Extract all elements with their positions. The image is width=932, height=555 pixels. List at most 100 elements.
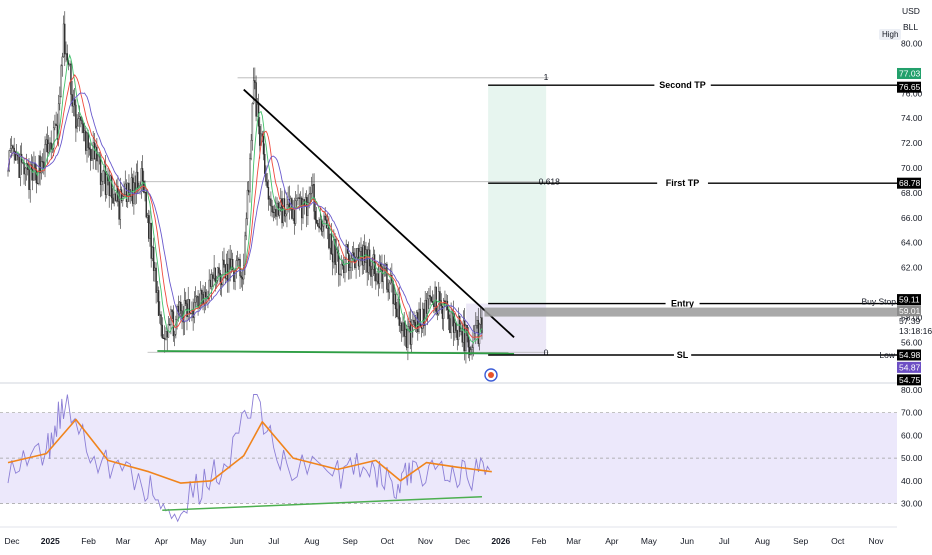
- candle: [322, 225, 324, 232]
- ma-mid-line: [7, 74, 483, 339]
- fib-label-1: 1: [544, 72, 549, 82]
- price-tick: 62.00: [901, 263, 923, 273]
- candle: [80, 116, 82, 121]
- candle: [118, 201, 120, 220]
- tag-countdown: 13:18:16: [899, 326, 932, 336]
- candle: [250, 140, 252, 159]
- time-tick: Nov: [868, 536, 884, 546]
- candle: [148, 215, 150, 239]
- buy-stop-band[interactable]: [484, 307, 897, 317]
- candle: [341, 263, 344, 266]
- price-tick: 76.00: [901, 88, 923, 98]
- candle: [23, 162, 25, 175]
- time-tick: Sep: [793, 536, 808, 546]
- tag-entry-bg: [897, 294, 921, 306]
- candle: [297, 197, 299, 199]
- candle: [438, 291, 440, 315]
- candle: [481, 317, 483, 334]
- candle: [82, 123, 84, 133]
- candle: [213, 267, 215, 279]
- candle: [383, 267, 386, 270]
- candle: [461, 328, 463, 343]
- time-tick: Oct: [381, 536, 395, 546]
- candle: [431, 301, 434, 303]
- candle: [151, 247, 154, 259]
- candle: [467, 335, 470, 348]
- candle: [272, 211, 275, 213]
- tag-second-tp-bg: [897, 81, 921, 93]
- candle: [393, 294, 396, 305]
- time-tick: Jul: [268, 536, 279, 546]
- rsi-support-line[interactable]: [162, 495, 482, 512]
- candle: [238, 258, 240, 261]
- candle: [454, 322, 456, 333]
- candle: [171, 309, 173, 312]
- time-tick: Aug: [755, 536, 770, 546]
- price-tick: 56.00: [901, 337, 923, 347]
- candle: [339, 273, 341, 276]
- candle: [140, 168, 143, 186]
- candle: [187, 299, 189, 317]
- candle: [314, 211, 317, 221]
- tag-second-tp-top: 77.03: [899, 68, 921, 78]
- candle: [144, 191, 146, 194]
- candle: [241, 277, 244, 280]
- candle: [308, 193, 310, 203]
- tag-second-tp-top-bg: [897, 67, 921, 79]
- time-tick: Jun: [680, 536, 694, 546]
- candle: [219, 272, 221, 283]
- ma-slow-line: [7, 92, 483, 335]
- candle: [293, 209, 296, 224]
- rsi-ma-line: [7, 418, 492, 484]
- candle: [125, 183, 128, 202]
- rsi-tick: 80.00: [901, 385, 923, 395]
- candle: [120, 189, 123, 202]
- price-tick: 80.00: [901, 39, 923, 49]
- candle: [252, 80, 255, 104]
- candle: [296, 198, 298, 201]
- ma-fast-line: [7, 53, 483, 344]
- symbol-label[interactable]: BLL: [903, 22, 919, 32]
- candle: [402, 322, 404, 331]
- candle: [93, 142, 96, 159]
- candle: [357, 248, 360, 267]
- candle: [278, 207, 281, 216]
- candle: [62, 23, 65, 58]
- support-line[interactable]: [157, 350, 515, 355]
- candle: [159, 314, 161, 316]
- candle: [443, 300, 445, 319]
- candle: [71, 94, 73, 107]
- candle: [209, 279, 212, 287]
- candle: [210, 274, 213, 287]
- candle: [249, 158, 251, 193]
- candle: [236, 258, 239, 261]
- candle: [35, 168, 38, 184]
- candle: [24, 167, 26, 175]
- candle: [266, 181, 268, 188]
- candle: [12, 145, 14, 149]
- candle: [347, 253, 350, 271]
- candle: [75, 104, 77, 129]
- candle: [301, 197, 303, 219]
- candle: [307, 202, 309, 216]
- candle: [223, 259, 225, 266]
- candle: [114, 193, 117, 201]
- candle: [396, 308, 398, 318]
- price-tick: 64.00: [901, 238, 923, 248]
- currency-label[interactable]: USD: [902, 6, 920, 16]
- candle: [264, 154, 266, 174]
- sl-label: SL: [677, 350, 689, 360]
- tag-second-tp: 76.65: [899, 82, 921, 92]
- candle: [166, 331, 168, 338]
- candle: [157, 290, 160, 316]
- tag-buy-stop: 59.01: [899, 306, 921, 316]
- descending-trendline[interactable]: [243, 88, 515, 338]
- candle: [229, 258, 231, 270]
- candle: [345, 244, 347, 260]
- entry-label: Entry: [671, 299, 694, 309]
- price-tick: 70.00: [901, 163, 923, 173]
- candle: [439, 291, 441, 301]
- candle: [176, 305, 178, 320]
